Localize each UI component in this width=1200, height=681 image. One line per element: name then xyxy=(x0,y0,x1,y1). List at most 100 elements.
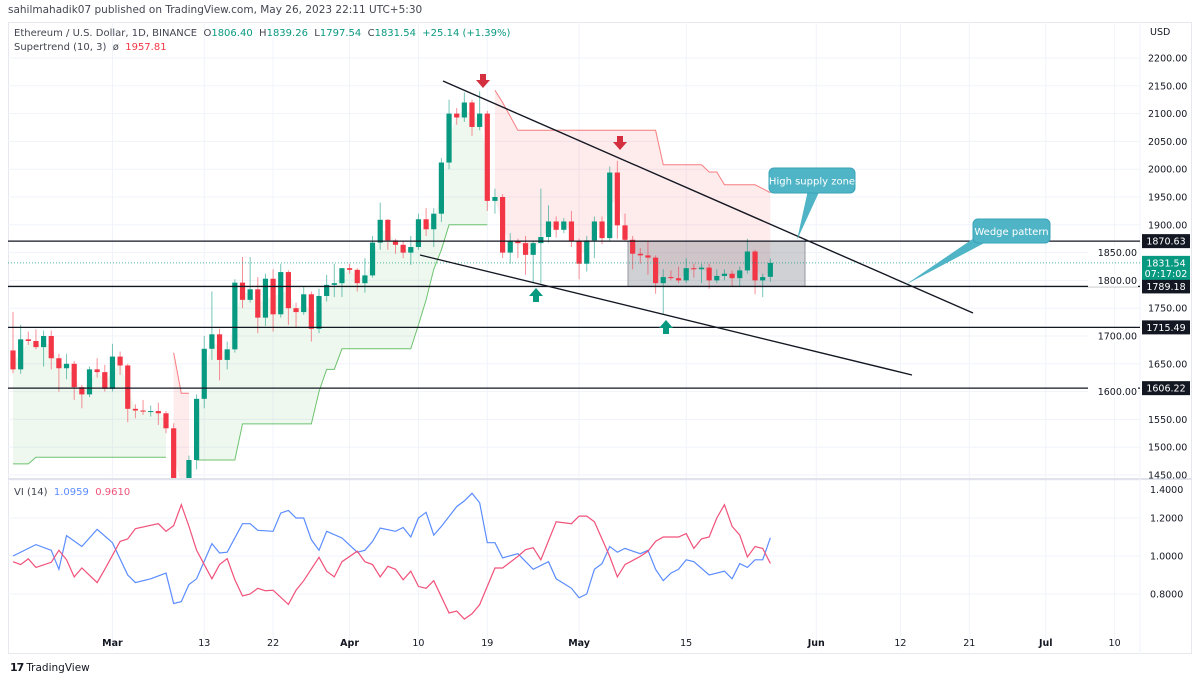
candle[interactable] xyxy=(132,404,138,419)
candle[interactable] xyxy=(239,257,246,309)
wedge-pattern-callout[interactable]: Wedge pattern xyxy=(905,218,1051,285)
candle[interactable] xyxy=(347,263,353,274)
candle[interactable] xyxy=(18,324,24,374)
candle[interactable] xyxy=(316,288,322,334)
candle[interactable] xyxy=(576,238,582,280)
candle[interactable] xyxy=(71,361,77,400)
candle[interactable] xyxy=(232,279,238,353)
candle[interactable] xyxy=(148,405,154,417)
candle[interactable] xyxy=(561,218,567,234)
candle[interactable] xyxy=(584,235,590,272)
candle[interactable] xyxy=(155,402,161,425)
candle[interactable] xyxy=(385,219,391,250)
candle[interactable] xyxy=(660,269,666,314)
candle[interactable] xyxy=(683,258,689,284)
candle[interactable] xyxy=(308,291,314,342)
candle[interactable] xyxy=(522,235,529,275)
candle[interactable] xyxy=(454,108,460,125)
candle[interactable] xyxy=(209,291,215,360)
candle[interactable] xyxy=(79,384,85,409)
candle[interactable] xyxy=(369,235,376,278)
candle[interactable] xyxy=(194,394,200,470)
candle[interactable] xyxy=(33,329,39,350)
candle[interactable] xyxy=(675,266,682,284)
candle[interactable] xyxy=(216,328,223,381)
candle[interactable] xyxy=(94,358,100,378)
candle[interactable] xyxy=(507,233,513,264)
candle[interactable] xyxy=(653,255,659,294)
candle[interactable] xyxy=(25,331,31,345)
candle[interactable] xyxy=(729,270,735,286)
candle[interactable] xyxy=(262,273,269,326)
candle[interactable] xyxy=(339,268,345,298)
candle[interactable] xyxy=(446,99,452,170)
candle[interactable] xyxy=(469,99,475,136)
supertrend-label[interactable]: Supertrend (10, 3) xyxy=(14,42,107,53)
candle[interactable] xyxy=(492,188,498,214)
time-axis[interactable]: Mar 13 22 Apr 10 19 May 15 Jun 12 21 Jul 10 xyxy=(102,638,1120,649)
candle[interactable] xyxy=(56,353,62,392)
candle[interactable] xyxy=(86,366,93,398)
candle[interactable] xyxy=(109,343,116,392)
candle[interactable] xyxy=(530,241,536,284)
tradingview-logo[interactable]: 𝟭𝟳 TradingView xyxy=(10,661,90,674)
candle[interactable] xyxy=(285,270,291,325)
candle[interactable] xyxy=(752,249,758,295)
candle[interactable] xyxy=(293,302,299,328)
candle[interactable] xyxy=(278,263,284,318)
arrow-down-icon[interactable] xyxy=(476,74,490,88)
candle[interactable] xyxy=(125,363,131,423)
candle[interactable] xyxy=(354,268,360,292)
candle[interactable] xyxy=(538,188,544,284)
candle[interactable] xyxy=(545,205,552,243)
candle[interactable] xyxy=(461,92,467,122)
candle[interactable] xyxy=(224,341,230,370)
candle[interactable] xyxy=(10,312,16,374)
candle[interactable] xyxy=(48,330,54,370)
candle[interactable] xyxy=(171,423,177,503)
candle[interactable] xyxy=(706,263,712,289)
symbol-name[interactable]: Ethereum / U.S. Dollar, 1D, BINANCE xyxy=(14,28,198,39)
candle[interactable] xyxy=(201,336,207,409)
candle[interactable] xyxy=(614,160,620,239)
candle[interactable] xyxy=(607,166,613,242)
candle[interactable] xyxy=(637,248,643,264)
candle[interactable] xyxy=(721,269,728,281)
candle[interactable] xyxy=(591,216,597,259)
candle[interactable] xyxy=(484,110,490,211)
candle[interactable] xyxy=(163,411,169,434)
candle[interactable] xyxy=(599,216,605,245)
candle[interactable] xyxy=(691,263,697,278)
arrow-up-icon[interactable] xyxy=(529,288,543,302)
candle[interactable] xyxy=(270,269,276,332)
candle[interactable] xyxy=(41,330,47,367)
candle[interactable] xyxy=(553,216,559,238)
candle[interactable] xyxy=(331,263,337,298)
candle[interactable] xyxy=(186,455,192,503)
candle[interactable] xyxy=(698,263,705,284)
candle[interactable] xyxy=(117,351,123,375)
vi-label[interactable]: VI (14) xyxy=(14,487,48,498)
candle[interactable] xyxy=(477,91,483,131)
candle[interactable] xyxy=(400,241,406,259)
candle[interactable] xyxy=(102,364,108,392)
candle[interactable] xyxy=(179,481,184,520)
supply-zone-callout[interactable]: High supply zone xyxy=(768,167,856,240)
vi-axis[interactable]: 0.8000 1.0000 1.2000 1.4000 xyxy=(1150,485,1183,601)
candle[interactable] xyxy=(714,269,720,284)
candle[interactable] xyxy=(622,213,628,242)
candle[interactable] xyxy=(247,257,253,303)
candle[interactable] xyxy=(760,273,766,298)
wedge-lower-trendline[interactable] xyxy=(419,254,913,376)
candle[interactable] xyxy=(645,241,651,275)
arrow-up-icon[interactable] xyxy=(659,320,673,334)
candle[interactable] xyxy=(301,285,307,315)
candle[interactable] xyxy=(500,194,506,259)
arrow-down-icon[interactable] xyxy=(613,136,627,150)
candle[interactable] xyxy=(438,158,444,223)
candle[interactable] xyxy=(415,213,422,250)
candle[interactable] xyxy=(737,266,743,286)
candle[interactable] xyxy=(668,270,674,281)
candle[interactable] xyxy=(324,274,330,302)
